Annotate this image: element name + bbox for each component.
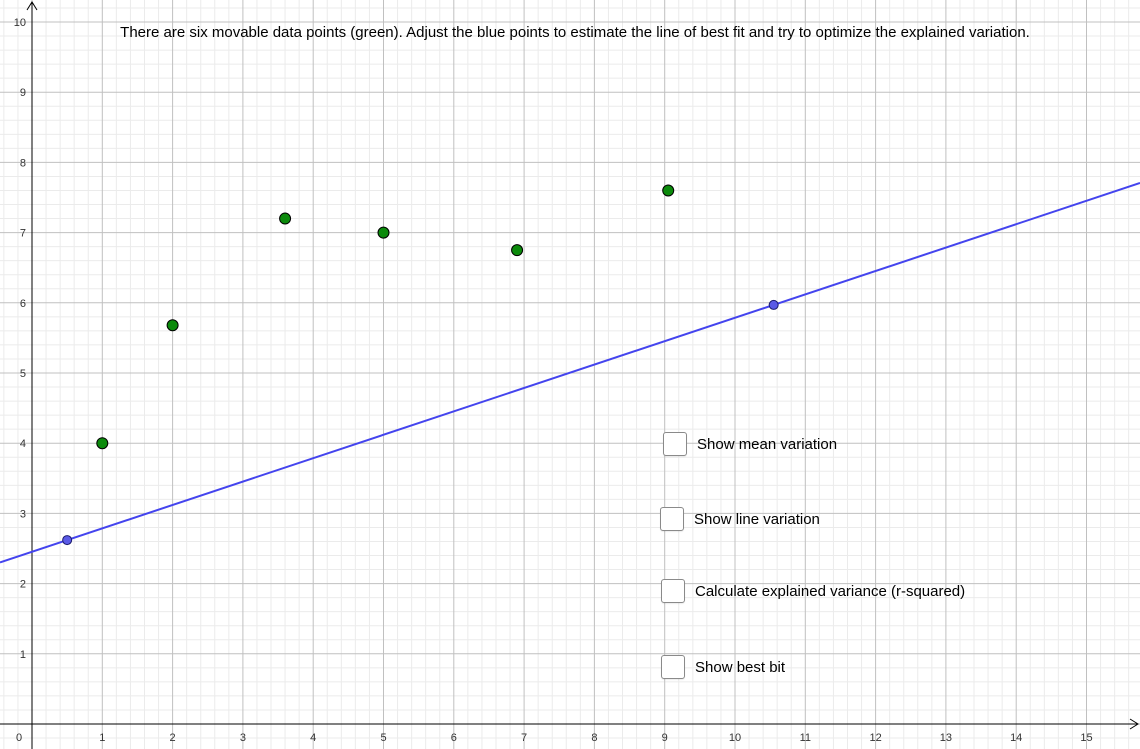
- x-tick-label: 3: [240, 732, 246, 744]
- show-best-fit-checkbox[interactable]: Show best bit: [661, 655, 785, 679]
- x-tick-label: 7: [521, 732, 527, 744]
- instruction-text: There are six movable data points (green…: [120, 24, 1030, 41]
- checkbox-label: Show line variation: [694, 510, 820, 528]
- checkbox-label: Show best bit: [695, 658, 786, 676]
- data-point[interactable]: [511, 244, 524, 257]
- data-point[interactable]: [279, 212, 292, 225]
- checkbox-box[interactable]: [661, 579, 685, 603]
- x-tick-label: 15: [1080, 732, 1092, 744]
- data-point[interactable]: [166, 319, 179, 332]
- calculate-r-squared-checkbox[interactable]: Calculate explained variance (r-squared): [661, 579, 965, 603]
- checkbox-box[interactable]: [661, 655, 685, 679]
- origin-label: 0: [16, 732, 22, 744]
- y-tick-label: 5: [20, 368, 26, 380]
- data-point[interactable]: [377, 226, 390, 239]
- x-tick-label: 6: [451, 732, 457, 744]
- x-tick-label: 12: [869, 732, 881, 744]
- control-points[interactable]: [62, 299, 779, 546]
- y-tick-label: 10: [14, 17, 26, 29]
- checkbox-label: Show mean variation: [697, 435, 838, 453]
- show-mean-variation-checkbox[interactable]: Show mean variation: [663, 432, 837, 456]
- x-tick-label: 8: [591, 732, 597, 744]
- x-tick-label: 11: [800, 732, 811, 744]
- x-axis-arrow: [1129, 718, 1139, 730]
- data-point[interactable]: [96, 437, 109, 450]
- y-tick-label: 6: [20, 298, 26, 310]
- y-tick-label: 2: [20, 579, 26, 591]
- show-line-variation-checkbox[interactable]: Show line variation: [660, 507, 820, 531]
- data-point[interactable]: [662, 184, 675, 197]
- y-axis-arrow: [26, 1, 38, 11]
- x-tick-label: 10: [729, 732, 741, 744]
- x-tick-label: 5: [380, 732, 386, 744]
- y-tick-label: 7: [20, 228, 26, 240]
- x-axis-tick-labels: 1 2 3 4 5 6 7 8 9 10 11 12 13 14 15: [99, 732, 1092, 744]
- y-tick-label: 9: [20, 87, 26, 99]
- y-tick-label: 8: [20, 157, 26, 169]
- y-tick-label: 4: [20, 438, 26, 450]
- line-control-point[interactable]: [768, 299, 779, 310]
- x-tick-label: 14: [1010, 732, 1022, 744]
- x-tick-label: 1: [99, 732, 105, 744]
- y-tick-label: 1: [20, 649, 26, 661]
- checkbox-label: Calculate explained variance (r-squared): [695, 582, 966, 600]
- x-tick-label: 13: [940, 732, 952, 744]
- checkbox-box[interactable]: [660, 507, 684, 531]
- y-tick-label: 3: [20, 508, 26, 520]
- x-tick-label: 9: [662, 732, 668, 744]
- checkbox-box[interactable]: [663, 432, 687, 456]
- fit-line[interactable]: [0, 182, 1140, 564]
- x-tick-label: 2: [170, 732, 176, 744]
- line-control-point[interactable]: [62, 535, 73, 546]
- y-axis-tick-labels: 1 2 3 4 5 6 7 8 9 10: [14, 17, 26, 661]
- data-points[interactable]: [96, 184, 675, 450]
- x-tick-label: 4: [310, 732, 316, 744]
